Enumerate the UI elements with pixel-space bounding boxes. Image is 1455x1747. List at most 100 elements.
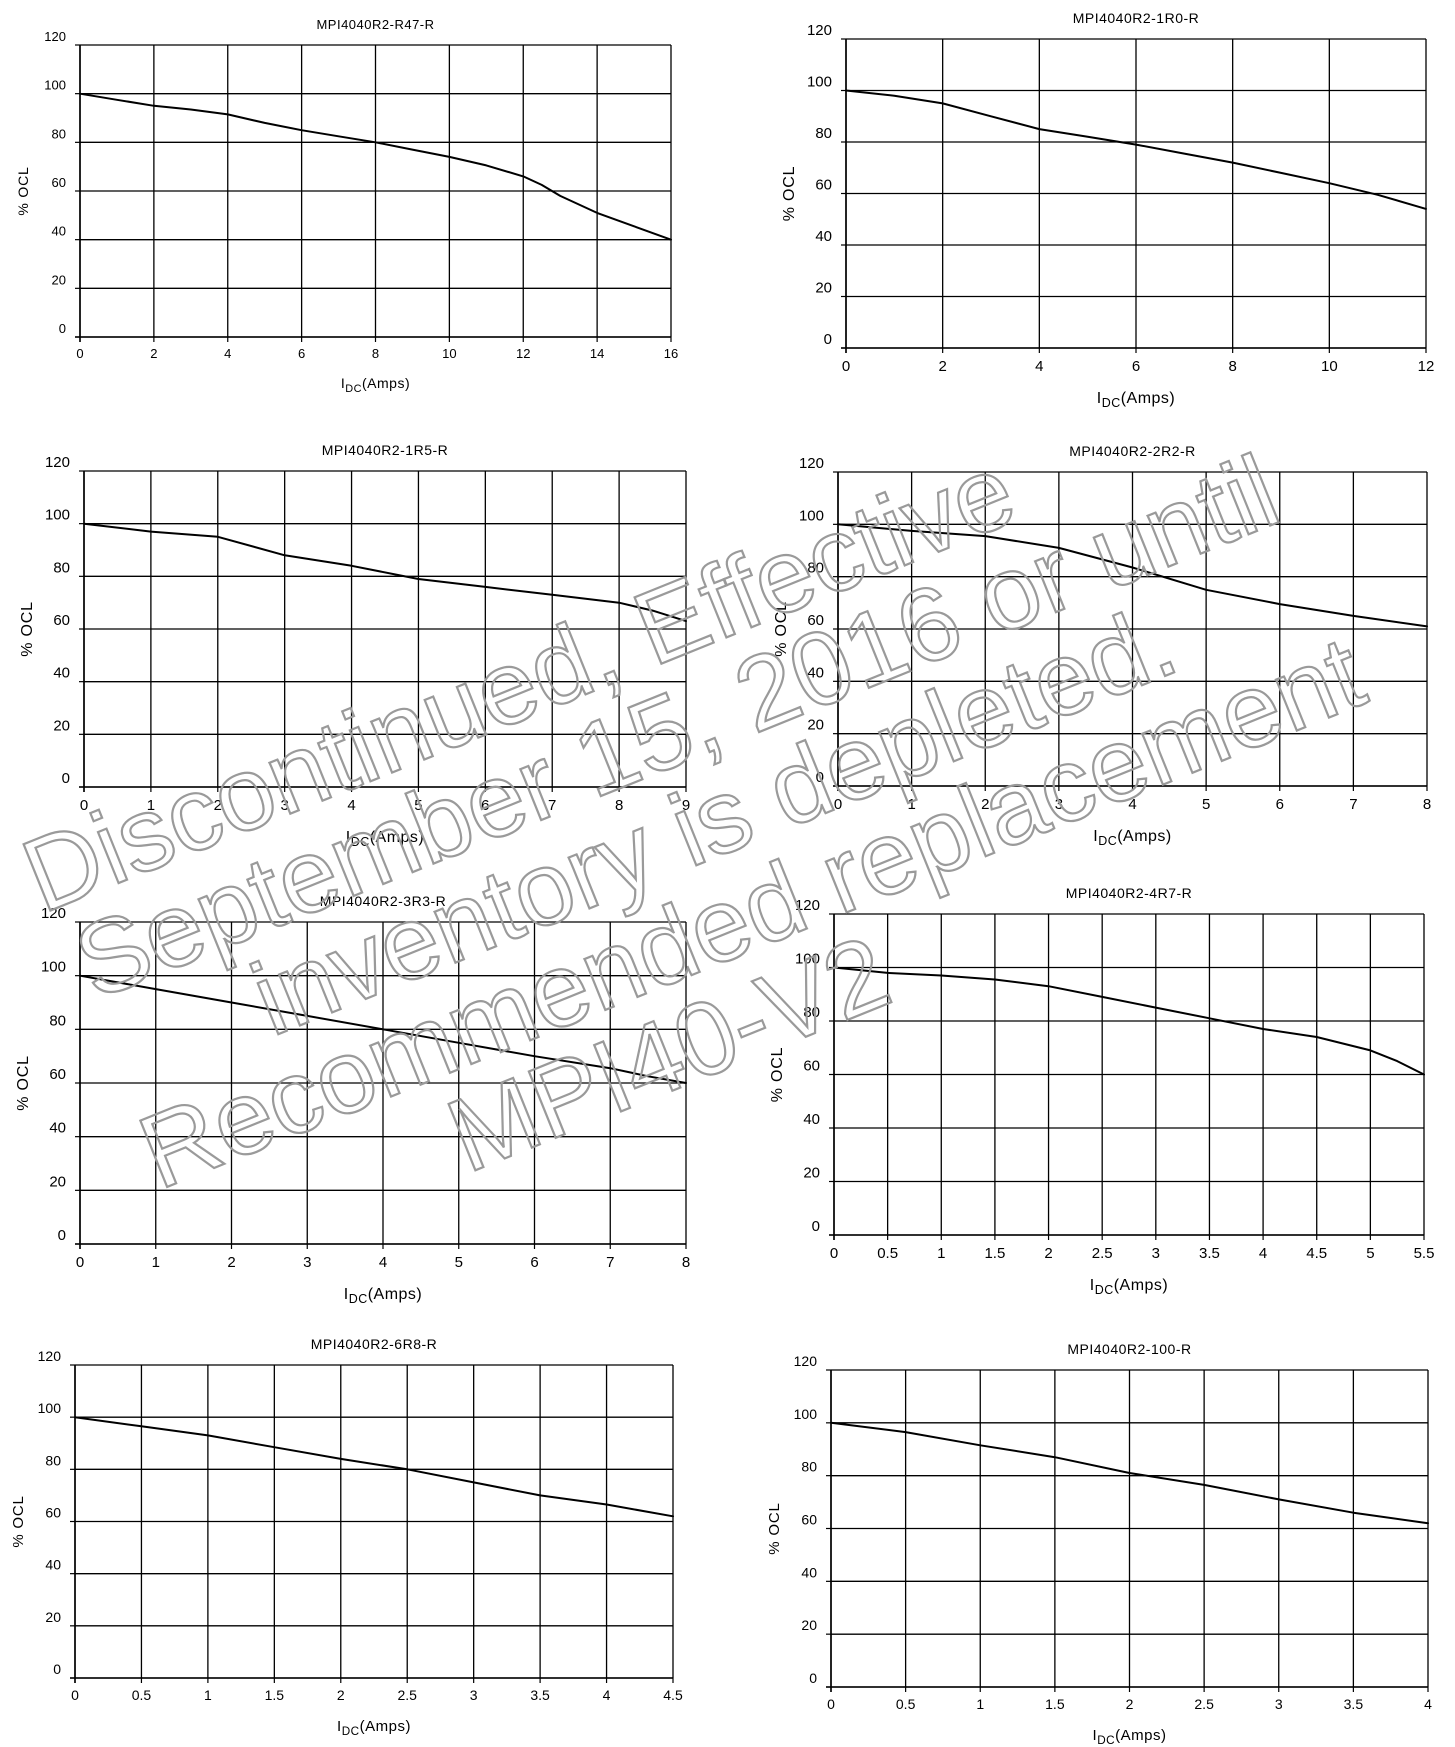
x-tick-label: 4 [1424,1696,1432,1712]
x-tick-label: 3.5 [1344,1696,1364,1712]
y-tick-label: 80 [52,126,66,141]
y-tick-label: 0 [816,769,824,786]
y-axis-label: % OCL [10,1495,27,1547]
x-tick-label: 0 [80,797,88,814]
x-tick-label: 3 [1275,1696,1283,1712]
y-axis-label: % OCL [773,601,790,657]
x-tick-label: 0 [834,796,842,813]
chart-7: 0 0.5 1 1.5 2 2.5 3 3.5 4 4.5 0 20 40 60 80 100 120 MPI40… [10,1336,683,1738]
x-tick-label: 10 [442,346,456,361]
chart-title: MPI4040R2-1R0-R [1073,10,1200,26]
y-tick-label: 0 [59,321,66,336]
y-tick-label: 80 [49,1012,66,1029]
y-tick-label: 80 [803,1004,820,1021]
y-axis-label: % OCL [769,1047,786,1103]
y-tick-label: 120 [794,1353,818,1369]
y-tick-label: 60 [807,612,824,629]
y-tick-label: 40 [53,665,70,682]
x-tick-label: 0 [76,346,83,361]
x-tick-label: 4 [1035,358,1043,375]
x-tick-label: 7 [548,797,556,814]
chart-1: 0 2 4 6 8 10 12 14 16 0 20 40 60 80 100 120 MPI4040R2-R4… [15,17,678,395]
y-tick-label: 100 [45,507,70,524]
x-tick-label: 1 [907,796,915,813]
x-tick-label: 3 [280,797,288,814]
y-tick-label: 120 [38,1348,62,1364]
x-tick-label: 4 [379,1254,387,1271]
x-tick-label: 0 [76,1254,84,1271]
y-tick-label: 60 [45,1505,61,1521]
series-line [845,89,1427,210]
x-tick-label: 1 [147,797,155,814]
y-tick-label: 80 [815,125,832,142]
y-tick-label: 40 [801,1564,817,1580]
x-tick-label: 0.5 [896,1696,916,1712]
x-tick-label: 0 [71,1687,79,1703]
x-axis-label: IDC(Amps) [337,1718,411,1738]
y-tick-label: 0 [62,770,70,787]
x-tick-label: 3 [303,1254,311,1271]
series-line [830,1421,1429,1525]
x-tick-label: 3 [470,1687,478,1703]
x-axis-label: IDC(Amps) [341,375,410,395]
x-tick-label: 9 [682,797,690,814]
y-tick-label: 80 [807,560,824,577]
chart-3: 0 1 2 3 4 5 6 7 8 9 0 20 40 60 80 100 120 MPI4040R2-1R5-R… [19,442,690,849]
y-tick-label: 40 [45,1557,61,1573]
x-tick-label: 1.5 [1045,1696,1065,1712]
chart-title: MPI4040R2-4R7-R [1066,885,1193,901]
series-line [79,92,672,241]
x-tick-label: 0 [842,358,850,375]
x-tick-label: 2 [337,1687,345,1703]
x-tick-label: 8 [1228,358,1236,375]
x-tick-label: 2 [150,346,157,361]
y-tick-label: 0 [58,1227,66,1244]
x-tick-label: 14 [590,346,604,361]
x-tick-label: 0 [830,1245,838,1262]
y-tick-label: 40 [807,664,824,681]
chart-8: 0 0.5 1 1.5 2 2.5 3 3.5 4020406080100120MPI4040R… [766,1341,1432,1747]
chart-title: MPI4040R2-2R2-R [1069,443,1196,459]
x-tick-label: 5 [1202,796,1210,813]
x-tick-label: 0 [827,1696,835,1712]
x-tick-label: 10 [1321,358,1338,375]
y-tick-label: 40 [803,1111,820,1128]
y-tick-label: 80 [801,1459,817,1475]
x-tick-label: 16 [664,346,678,361]
x-tick-label: 0.5 [877,1245,898,1262]
x-tick-label: 6 [530,1254,538,1271]
y-tick-label: 120 [799,455,824,472]
x-axis-label: IDC(Amps) [344,1286,423,1306]
chart-6: 0 0.5 1 1.5 2 2.5 3 3.5 4 4.5 5 5.5 0 20 40 60 80 100 120 M… [769,885,1434,1297]
x-tick-label: 4 [224,346,231,361]
y-tick-label: 0 [809,1670,817,1686]
y-tick-label: 100 [44,78,66,93]
y-tick-label: 60 [801,1512,817,1528]
x-tick-label: 2.5 [397,1687,417,1703]
x-tick-label: 4 [603,1687,611,1703]
y-tick-label: 40 [815,228,832,245]
y-tick-label: 20 [45,1609,61,1625]
y-tick-label: 40 [52,224,66,239]
y-tick-label: 60 [803,1058,820,1075]
y-tick-label: 20 [803,1165,820,1182]
y-tick-label: 20 [815,280,832,297]
y-tick-label: 80 [45,1452,61,1468]
x-tick-label: 6 [298,346,305,361]
series-line [74,1416,674,1518]
series-line [83,522,687,623]
x-tick-label: 4 [1128,796,1136,813]
y-tick-label: 20 [52,272,66,287]
y-tick-label: 100 [807,74,832,91]
series-line [837,523,1428,628]
y-tick-label: 60 [815,177,832,194]
y-tick-label: 120 [44,29,66,44]
x-tick-label: 5 [455,1254,463,1271]
x-tick-label: 2 [227,1254,235,1271]
x-tick-label: 2 [981,796,989,813]
y-tick-label: 20 [53,717,70,734]
y-tick-label: 40 [49,1120,66,1137]
x-tick-label: 1.5 [984,1245,1005,1262]
x-tick-label: 2 [1126,1696,1134,1712]
x-tick-label: 6 [1276,796,1284,813]
